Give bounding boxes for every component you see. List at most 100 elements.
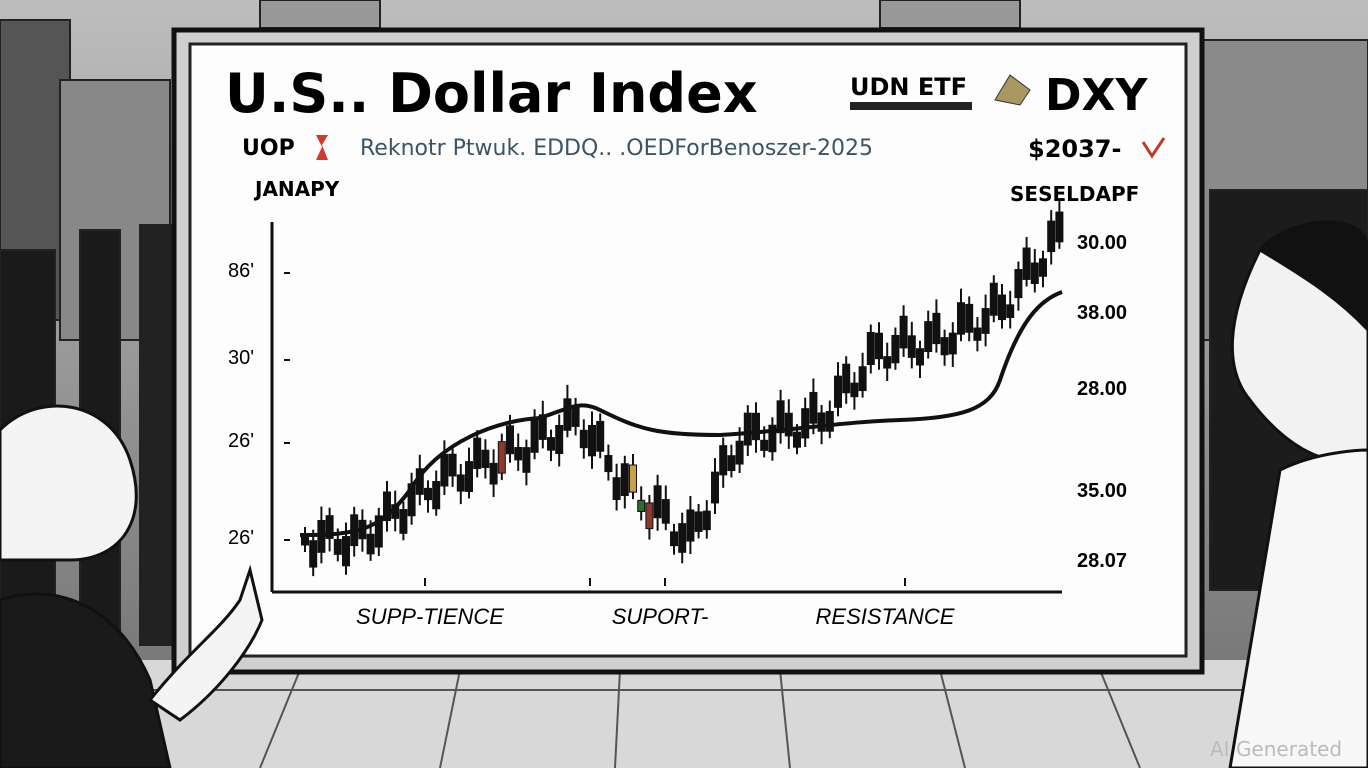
- candle-body: [948, 332, 957, 355]
- bottom-label: SUPP-TIENCE: [356, 604, 504, 629]
- candle-body: [981, 308, 990, 334]
- check-icon: [1141, 137, 1166, 159]
- candle-body: [817, 412, 826, 432]
- candle-body: [825, 411, 834, 432]
- candle-body: [784, 412, 793, 437]
- candle-body: [916, 348, 924, 366]
- corner-right: SESELDAPF: [1010, 182, 1139, 206]
- corner-left: JANAPY: [253, 177, 340, 201]
- candle-body: [907, 335, 916, 358]
- candle-body: [1030, 262, 1039, 284]
- candle-body: [735, 440, 744, 465]
- candle-body: [514, 446, 523, 461]
- axis-labels: 86' 30' 26' 26' 30.00 38.00 28.00 35.00 28.07 SUP…: [228, 232, 1127, 629]
- candle-body: [752, 412, 760, 441]
- left-axis-label: 86': [228, 260, 254, 282]
- candle-body: [866, 332, 875, 365]
- candle-body: [448, 453, 457, 477]
- right-axis-label: 35.00: [1077, 480, 1127, 502]
- candle-body: [604, 455, 613, 473]
- candle-body: [1006, 304, 1015, 318]
- candle-body: [325, 515, 334, 539]
- candle-body: [465, 461, 473, 492]
- right-axis-label: 28.00: [1077, 378, 1127, 400]
- candle-body: [678, 523, 687, 553]
- logo: [994, 74, 1031, 106]
- candle-body: [932, 312, 941, 345]
- bottom-label: SUPORT-: [612, 604, 709, 629]
- candle-body: [776, 400, 785, 434]
- floor: [0, 660, 1368, 768]
- candle-body: [432, 481, 441, 510]
- candle-body: [579, 429, 588, 449]
- candle-body: [1055, 211, 1064, 243]
- candle-body: [768, 424, 777, 453]
- board: [188, 42, 1188, 658]
- candle-body: [743, 412, 752, 446]
- left-axis-label: 30': [228, 347, 254, 369]
- trend-curve: [299, 290, 1063, 537]
- candle-body: [989, 282, 998, 316]
- candle-body: [374, 515, 383, 548]
- candle-body: [719, 445, 728, 476]
- candle-body: [1022, 247, 1031, 280]
- right-axis-label: 38.00: [1077, 302, 1127, 324]
- candle-body: [711, 471, 719, 504]
- candle-body: [383, 491, 391, 522]
- candle-body: [473, 437, 482, 469]
- candle-body: [497, 441, 506, 474]
- candle-body: [489, 462, 498, 485]
- person-right: [1228, 220, 1368, 768]
- candle-body: [670, 531, 678, 547]
- candle-body: [883, 356, 892, 369]
- candle-body: [620, 463, 629, 496]
- title: U.S.. Dollar Index: [225, 62, 758, 125]
- candle-body: [456, 474, 465, 492]
- candle-body: [1014, 269, 1023, 299]
- candle-body: [891, 334, 900, 364]
- candle-body: [1047, 220, 1056, 253]
- person-left: [0, 404, 264, 768]
- candle-body: [702, 510, 711, 531]
- candle-body: [481, 449, 490, 468]
- candle-body: [760, 439, 769, 451]
- candle-body: [875, 332, 883, 360]
- candle-body: [645, 502, 654, 530]
- watermark: AI Generated: [1210, 737, 1342, 761]
- left-axis-label: 26': [228, 527, 254, 549]
- candle-body: [940, 337, 949, 356]
- candle-body: [571, 405, 580, 427]
- candle-body: [612, 477, 621, 501]
- candle-body: [850, 382, 859, 398]
- brand-left: UDN ETF: [850, 73, 967, 101]
- candle-body: [342, 536, 350, 567]
- candle-body: [801, 408, 810, 439]
- candle-body: [965, 303, 974, 333]
- candle-body: [842, 363, 851, 394]
- candle-body: [686, 509, 695, 542]
- candle-body: [547, 437, 555, 451]
- candle-body: [555, 425, 564, 454]
- bottom-label: RESISTANCE: [816, 604, 955, 629]
- candle-body: [998, 294, 1006, 321]
- candle-body: [399, 509, 408, 534]
- candle-body: [333, 538, 342, 555]
- candle-body: [727, 455, 736, 471]
- candle-body: [899, 315, 908, 349]
- candle-body: [522, 447, 531, 473]
- subtitle: Reknotr Ptwuk. EDDQ.. .OEDForBenoszer-20…: [360, 136, 873, 161]
- candle-body: [1039, 258, 1047, 277]
- candle-body: [957, 302, 965, 335]
- candle-body: [588, 424, 596, 457]
- candle-body: [530, 419, 539, 453]
- sub-left: UOP: [242, 136, 295, 161]
- candle-body: [653, 485, 662, 519]
- candle-body: [973, 327, 982, 341]
- brand-bar: [850, 102, 972, 110]
- right-axis-label: 28.07: [1077, 550, 1127, 572]
- candle-body: [366, 533, 375, 555]
- candle-body: [834, 375, 842, 408]
- candle-body: [309, 540, 318, 568]
- candle-body: [637, 499, 646, 512]
